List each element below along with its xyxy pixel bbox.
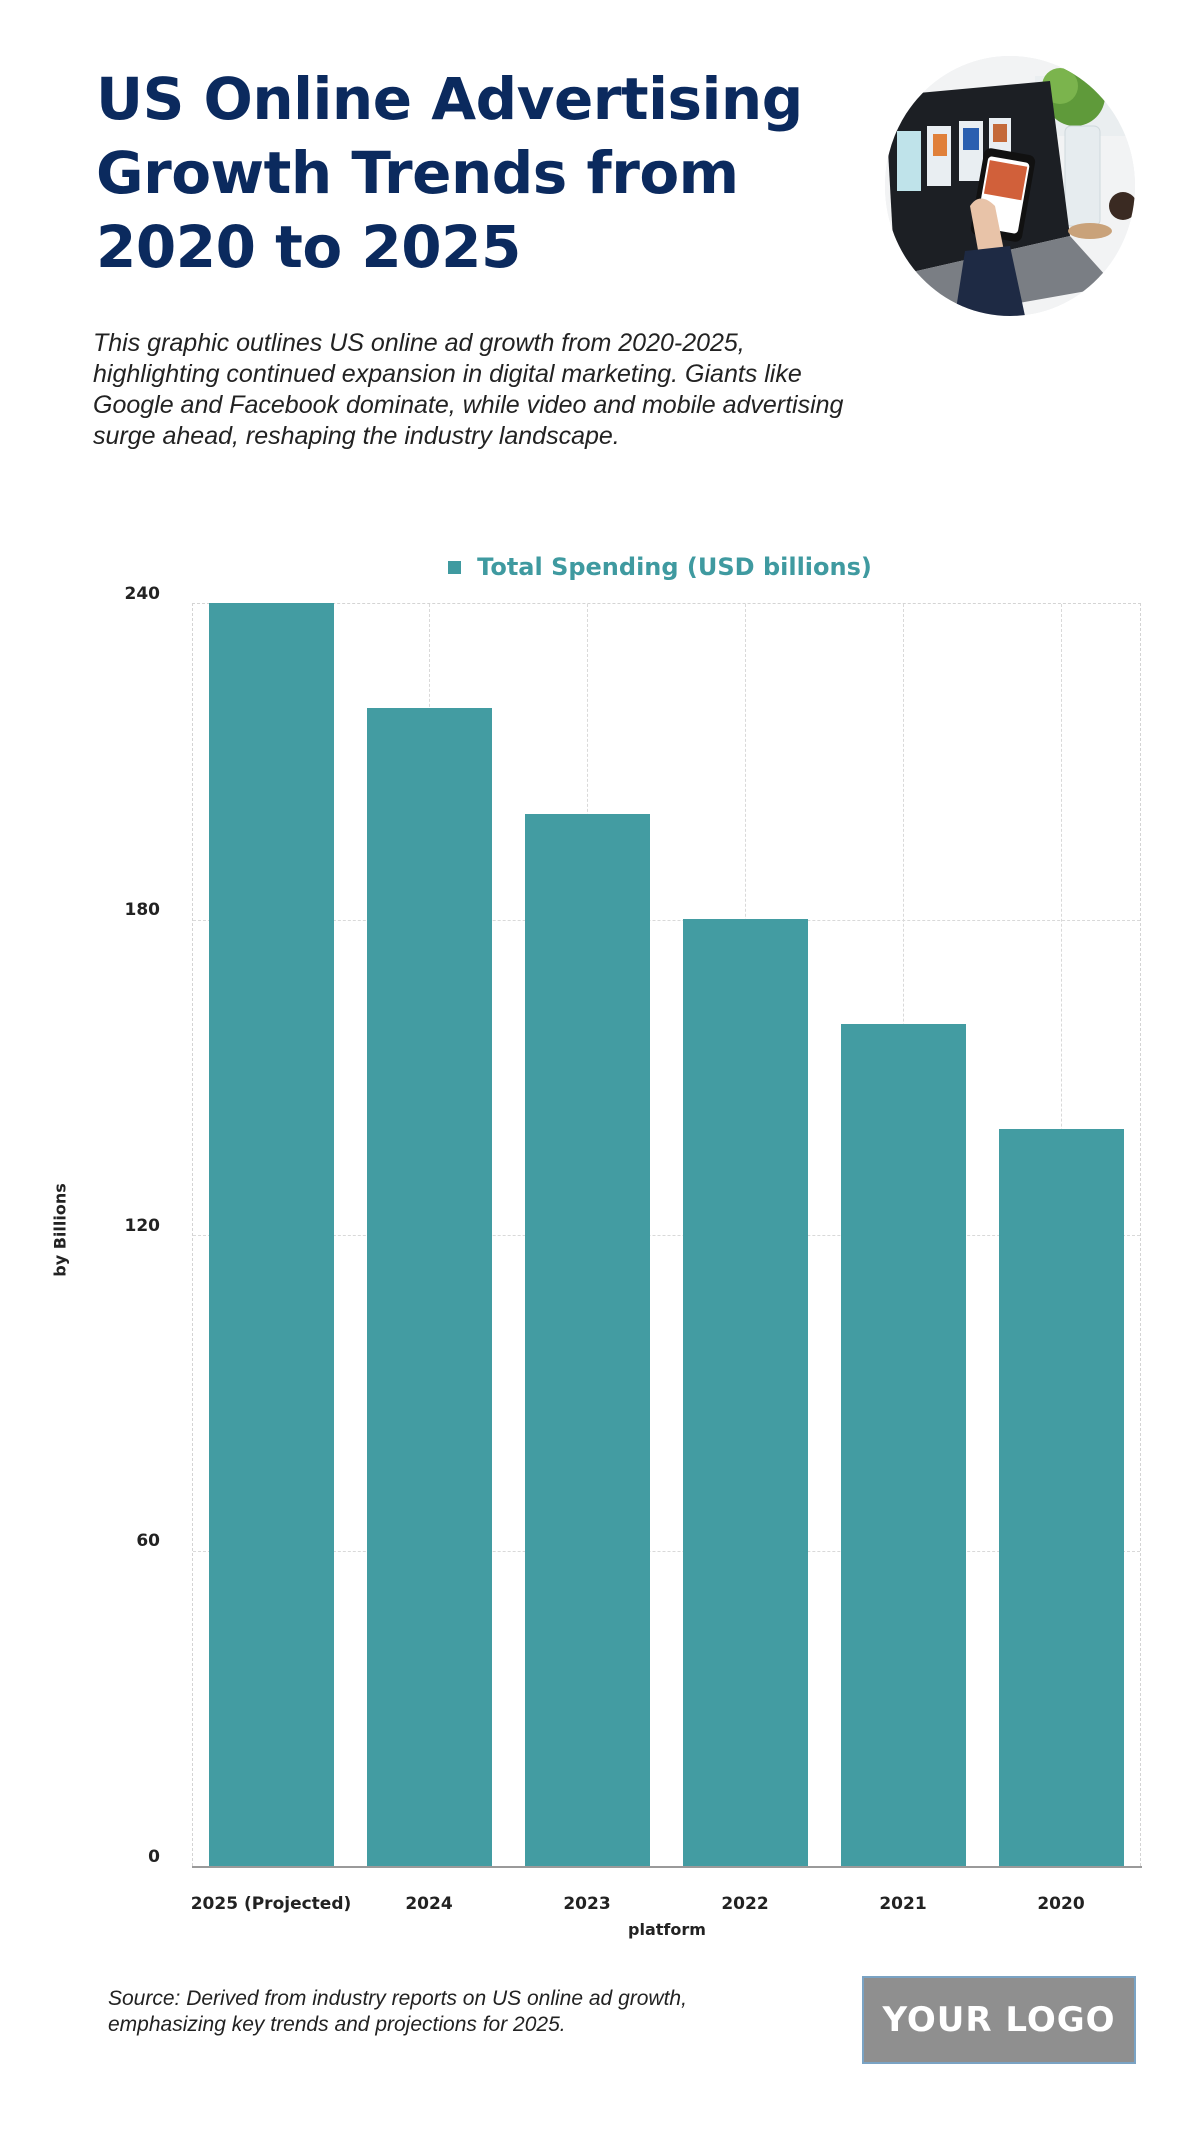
y-tick-180: 180: [124, 900, 161, 920]
y-tick-0: 0: [148, 1847, 160, 1867]
x-tick-2022: 2022: [721, 1894, 769, 1914]
laptop-phone-photo-icon: [885, 56, 1135, 316]
x-tick-2021: 2021: [879, 1894, 927, 1914]
description-text: This graphic outlines US online ad growt…: [93, 329, 844, 450]
bar-2025-projected[interactable]: [209, 603, 334, 1866]
plot-area: [192, 603, 1141, 1866]
y-tick-240: 240: [124, 584, 161, 604]
bar-2024[interactable]: [367, 708, 492, 1866]
gridline-180: [193, 920, 1140, 921]
bar-2022[interactable]: [683, 918, 808, 1866]
y-tick-120: 120: [124, 1216, 161, 1236]
logo-placeholder: YOUR LOGO: [862, 1976, 1136, 2064]
bar-2020[interactable]: [999, 1129, 1124, 1866]
bar-2021[interactable]: [841, 1024, 966, 1866]
x-axis-line: [192, 1866, 1142, 1868]
y-tick-60: 60: [136, 1531, 160, 1551]
hero-image: [885, 56, 1135, 316]
gridline-60: [193, 1551, 1140, 1552]
x-tick-2023: 2023: [563, 1894, 611, 1914]
x-axis-label: platform: [628, 1920, 706, 1939]
chart-legend: Total Spending (USD billions): [0, 553, 1200, 581]
source-note: Source: Derived from industry reports on…: [108, 1987, 687, 2036]
gridline-120: [193, 1235, 1140, 1236]
x-tick-2020: 2020: [1037, 1894, 1085, 1914]
x-tick-2024: 2024: [405, 1894, 453, 1914]
y-axis-label: by Billions: [50, 1183, 70, 1277]
bar-2023[interactable]: [525, 813, 650, 1866]
legend-square-icon: [448, 560, 462, 574]
x-tick-2025-projected: 2025 (Projected): [190, 1894, 352, 1914]
legend-label: Total Spending (USD billions): [477, 553, 872, 581]
page-title: US Online Advertising Growth Trends from…: [96, 65, 803, 281]
